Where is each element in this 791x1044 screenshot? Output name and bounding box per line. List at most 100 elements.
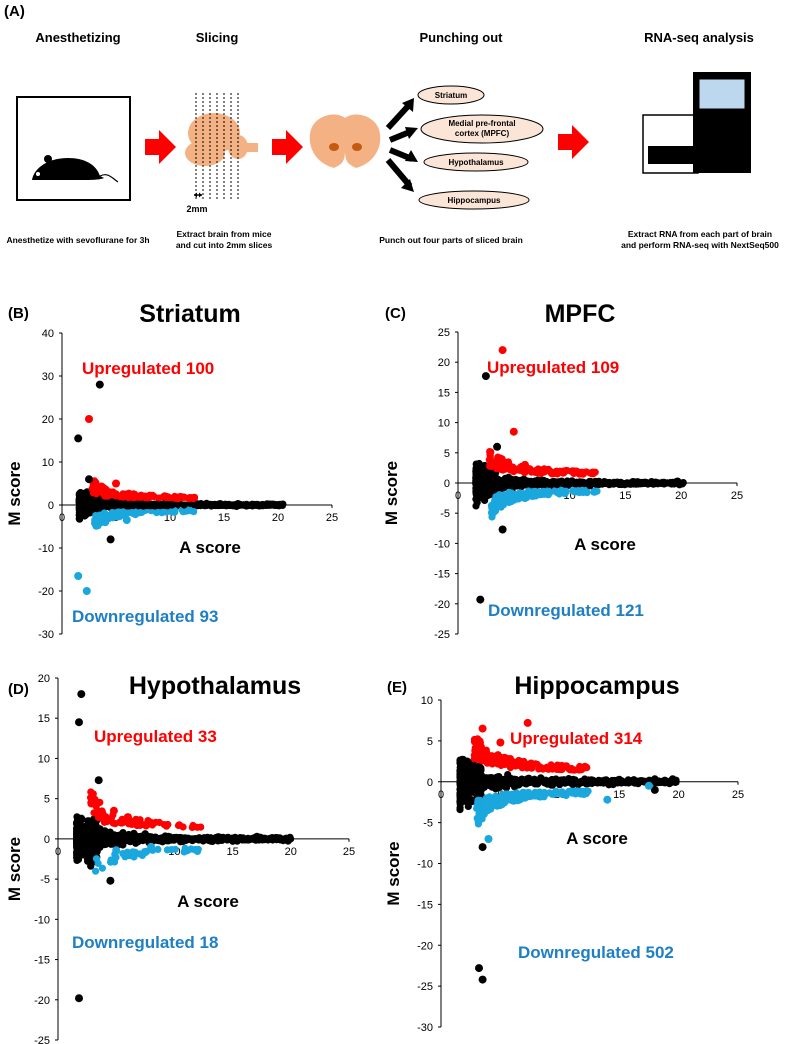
point-neutral: [472, 494, 480, 502]
point-neutral: [490, 783, 498, 791]
point-outlier-up: [509, 427, 518, 436]
point-up: [133, 821, 141, 830]
point-neutral: [90, 833, 98, 841]
point-neutral: [486, 774, 494, 782]
points: [472, 346, 687, 604]
point-up: [492, 755, 500, 763]
y-tick-label: 0: [427, 777, 433, 789]
point-neutral: [211, 834, 219, 842]
slice-scale-label: 2mm: [186, 204, 207, 214]
point-neutral: [215, 500, 223, 508]
point-neutral: [519, 778, 527, 787]
point-neutral: [527, 776, 535, 785]
step-caption-punching: Punch out four parts of sliced brain: [379, 235, 523, 245]
y-tick-label: 30: [42, 371, 54, 383]
x-tick-label: 0: [438, 789, 444, 801]
upregulated-label: Upregulated 109: [487, 358, 619, 377]
point-neutral: [74, 850, 82, 858]
region-label-line2: cortex (MPFC): [455, 129, 510, 138]
step-caption-slicing: Extract brain from mice: [177, 229, 272, 239]
y-tick-label: -30: [38, 629, 54, 641]
point-down: [556, 790, 564, 798]
y-tick-label: 15: [38, 713, 50, 725]
point-down: [92, 855, 101, 863]
point-neutral: [270, 501, 278, 509]
point-down: [581, 487, 589, 495]
x-tick-label: 0: [55, 846, 61, 858]
point-down: [487, 508, 496, 517]
point-down: [98, 864, 106, 872]
point-neutral: [118, 835, 127, 843]
point-neutral: [485, 475, 493, 483]
region-arrows: [385, 98, 418, 192]
point-outlier-neutral: [650, 775, 659, 784]
point-down: [515, 796, 523, 804]
point-neutral: [240, 501, 248, 509]
point-outlier-down: [484, 835, 493, 843]
region-label: Hippocampus: [448, 196, 501, 205]
point-up: [92, 479, 100, 487]
upregulated-label: Upregulated 314: [510, 729, 643, 748]
point-neutral: [585, 479, 594, 488]
x-tick-label: 15: [619, 490, 631, 502]
point-neutral: [225, 501, 233, 509]
x-tick-label: 20: [672, 789, 684, 801]
y-tick-label: 40: [42, 328, 54, 340]
point-up: [527, 759, 535, 767]
step-caption-anesthetizing: Anesthetize with sevoflurane for 3h: [6, 235, 149, 245]
point-outlier-up: [521, 460, 529, 469]
y-tick-label: 10: [438, 418, 450, 430]
point-neutral: [467, 788, 476, 796]
point-neutral: [612, 777, 621, 785]
point-outlier-up: [498, 346, 507, 355]
point-neutral: [610, 480, 618, 488]
point-up: [93, 799, 101, 807]
y-tick-label: -20: [417, 940, 433, 952]
point-down: [129, 848, 137, 856]
y-tick-label: 0: [48, 500, 54, 512]
sequencer-icon: [642, 72, 751, 174]
point-neutral: [618, 778, 626, 786]
point-outlier-neutral: [476, 595, 485, 604]
point-up: [484, 757, 492, 766]
y-tick-label: 10: [42, 457, 54, 469]
point-down: [186, 506, 194, 515]
point-neutral: [467, 774, 475, 782]
x-tick-label: 15: [226, 846, 238, 858]
point-neutral: [125, 835, 133, 843]
point-neutral: [279, 500, 287, 508]
x-axis-label: A score: [566, 829, 628, 848]
mouse-icon: [32, 155, 119, 183]
point-outlier-down: [554, 488, 563, 497]
y-tick-label: -5: [423, 818, 433, 830]
point-neutral: [604, 480, 612, 488]
point-neutral: [475, 465, 483, 473]
point-neutral: [517, 483, 526, 491]
panel-label: (D): [8, 681, 29, 698]
point-down: [508, 797, 516, 805]
panel-d-hypothalamus: 20151050-5-10-15-20-250510152025(D)Hypot…: [5, 672, 355, 1044]
y-tick-label: 5: [444, 448, 450, 460]
point-neutral: [464, 766, 472, 775]
y-tick-label: 25: [438, 327, 450, 339]
y-tick-label: 10: [38, 753, 50, 765]
y-tick-label: -5: [440, 508, 450, 520]
point-neutral: [466, 783, 474, 791]
x-tick-label: 25: [732, 789, 744, 801]
downregulated-label: Downregulated 18: [72, 933, 218, 952]
point-neutral: [224, 833, 232, 841]
y-tick-label: 15: [438, 387, 450, 399]
point-neutral: [474, 770, 482, 779]
point-outlier-neutral: [106, 535, 115, 544]
y-tick-label: 5: [427, 736, 433, 748]
point-outlier-up: [496, 738, 505, 747]
y-axis-label: M score: [382, 461, 401, 525]
point-down: [513, 789, 521, 797]
point-neutral: [80, 489, 88, 497]
point-neutral: [476, 479, 484, 487]
point-neutral: [456, 806, 464, 814]
brain-section: [309, 114, 381, 168]
y-tick-label: -5: [40, 874, 50, 886]
point-neutral: [86, 853, 94, 861]
